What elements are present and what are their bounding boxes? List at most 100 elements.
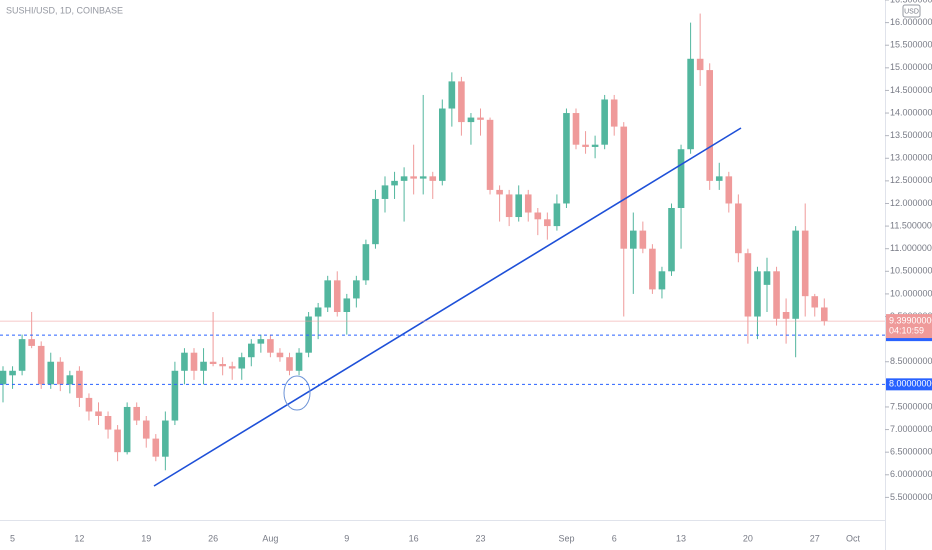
y-tick-label: 13.5000000	[890, 130, 932, 140]
candle-body	[362, 244, 370, 281]
y-tick-label: 8.50000000	[890, 356, 932, 366]
x-tick-label: 9	[344, 533, 349, 543]
candle-body	[534, 212, 542, 220]
candle-body	[228, 366, 236, 369]
candle-body	[582, 144, 589, 147]
candle-body	[104, 416, 112, 430]
y-tick-label: 11.0000000	[890, 243, 932, 253]
candle-body	[37, 345, 45, 385]
candle-body	[696, 58, 704, 71]
candle-body	[18, 339, 26, 371]
candle-body	[400, 176, 408, 181]
candle-body	[190, 352, 198, 371]
y-tick-label: 6.50000000	[890, 447, 932, 457]
price-countdown: 04:10:59	[889, 325, 924, 335]
candle-body	[276, 352, 284, 358]
candle-body	[267, 339, 274, 353]
candle-body	[419, 176, 427, 179]
candle-body	[381, 185, 389, 199]
candle-body	[649, 248, 656, 290]
candle-body	[677, 149, 685, 208]
x-tick-label: 5	[10, 533, 15, 543]
price-label-bg	[886, 314, 932, 339]
candle-body	[563, 113, 570, 204]
y-tick-label: 12.5000000	[890, 175, 932, 185]
candle-body	[133, 406, 140, 421]
candle-body	[353, 280, 360, 299]
x-tick-label: 19	[141, 533, 151, 543]
y-tick-label: 12.0000000	[890, 198, 932, 208]
candle-body	[744, 253, 752, 317]
candle-body	[505, 194, 513, 218]
y-tick-label: 7.50000000	[890, 401, 932, 411]
candle-body	[639, 230, 647, 249]
candle-body	[601, 99, 608, 145]
candle-body	[429, 176, 437, 181]
x-tick-label: Oct	[846, 533, 861, 543]
candle-body	[515, 194, 522, 218]
x-tick-label: 13	[676, 533, 686, 543]
candle-body	[591, 144, 599, 147]
x-tick-label: 20	[743, 533, 753, 543]
x-tick-label: 23	[475, 533, 485, 543]
candle-body	[171, 370, 179, 421]
candle-body	[467, 117, 475, 123]
candle-body	[763, 271, 771, 285]
candle-body	[85, 397, 93, 412]
candle-body	[439, 108, 446, 181]
candle-body	[343, 298, 351, 312]
candle-body	[9, 370, 16, 376]
candle-body	[801, 230, 809, 297]
candle-body	[28, 339, 35, 346]
level-label-bg	[886, 378, 932, 391]
x-tick-label: Sep	[558, 533, 574, 543]
x-tick-label: 26	[208, 533, 218, 543]
chart-title: SUSHI/USD, 1D, COINBASE	[6, 5, 123, 15]
candle-body	[152, 438, 160, 457]
candle-body	[257, 339, 265, 344]
candle-body	[630, 230, 637, 249]
candle-body	[295, 352, 303, 371]
candle-body	[486, 119, 494, 190]
candle-body	[821, 307, 828, 322]
candle-body	[553, 203, 561, 227]
candle-body	[305, 316, 312, 353]
candle-body	[725, 176, 733, 204]
candle-body	[658, 271, 666, 290]
candle-body	[620, 126, 628, 249]
candle-body	[372, 198, 379, 245]
candle-body	[57, 361, 64, 385]
candle-body	[496, 189, 503, 195]
candle-body	[448, 81, 456, 109]
candle-body	[668, 208, 675, 272]
candle-body	[773, 271, 780, 319]
x-tick-label: 12	[74, 533, 84, 543]
candle-body	[687, 58, 694, 150]
candle-body	[324, 280, 331, 308]
candle-body	[410, 176, 417, 179]
candle-body	[114, 429, 121, 453]
candle-body	[610, 99, 618, 127]
currency-badge[interactable]	[902, 4, 921, 18]
y-tick-label: 11.5000000	[890, 220, 932, 230]
candle-body	[544, 219, 551, 227]
highlight-circle	[283, 375, 311, 411]
candle-body	[572, 113, 580, 145]
candle-body	[782, 312, 790, 319]
y-tick-label: 15.0000000	[890, 62, 932, 72]
candle-body	[219, 364, 226, 367]
candle-body	[792, 230, 799, 319]
candle-body	[715, 176, 723, 181]
y-tick-label: 10.5000000	[890, 266, 932, 276]
y-tick-label: 16.0000000	[890, 17, 932, 27]
candle-body	[477, 117, 484, 120]
x-tick-label: 16	[409, 533, 419, 543]
y-tick-label: 14.5000000	[890, 85, 932, 95]
x-tick-label: 27	[810, 533, 820, 543]
candle-body	[0, 370, 7, 385]
candle-body	[811, 296, 819, 308]
x-tick-label: Aug	[262, 533, 278, 543]
y-tick-label: 7.00000000	[890, 424, 932, 434]
